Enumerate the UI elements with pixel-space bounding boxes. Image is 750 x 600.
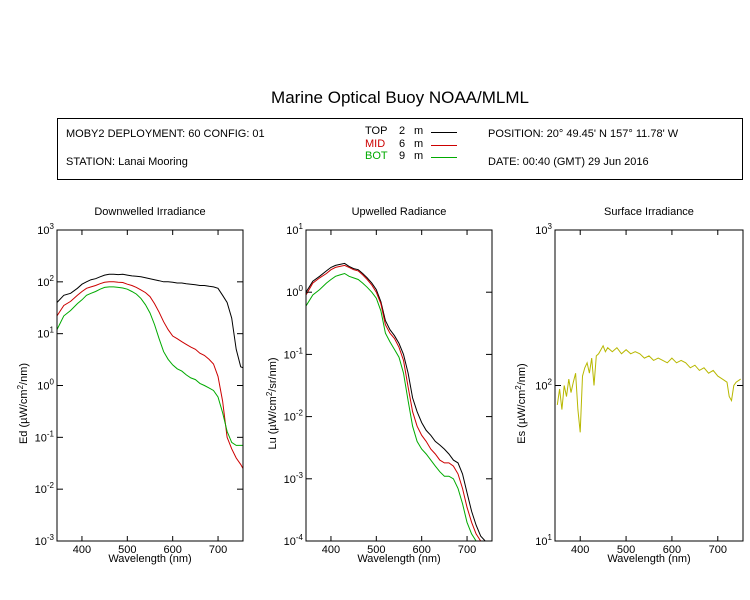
x-tick-label: 500 — [367, 544, 385, 556]
series-line-top — [57, 273, 243, 369]
plot-frame — [305, 229, 493, 542]
y-tick-label: 10-3 — [284, 471, 304, 486]
y-axis-label: Ed (µW/cm2/nm) — [16, 363, 30, 444]
chart-title: Downwelled Irradiance — [94, 206, 205, 218]
series-line-bot — [306, 272, 490, 541]
x-tick-label: 400 — [322, 544, 340, 556]
chart-panel-3: Surface Irradiance 400 500 600 700 Wavelength… — [514, 206, 744, 565]
y-axis-label: Es (µW/cm2/nm) — [514, 363, 528, 443]
series-line-mid — [57, 281, 243, 469]
y-tick-label: 101 — [286, 222, 303, 237]
y-tick-label: 103 — [535, 222, 552, 237]
x-tick-label: 500 — [617, 544, 635, 556]
x-tick-label: 700 — [209, 544, 227, 556]
chart-title: Surface Irradiance — [604, 206, 694, 218]
legend-mid-unit: m — [414, 138, 424, 150]
y-tick-label: 10-1 — [284, 346, 304, 361]
x-tick-label: 600 — [164, 544, 182, 556]
legend-bot-unit: m — [414, 150, 424, 162]
series-line-top — [306, 262, 490, 541]
y-tick-label: 100 — [37, 378, 54, 393]
y-axis-label: Lu (µW/cm2/sr/nm) — [265, 357, 279, 449]
x-tick-label: 600 — [663, 544, 681, 556]
legend-top-label: TOP — [365, 125, 388, 137]
legend-mid-depth: 6 — [399, 138, 406, 150]
legend-top-depth: 2 — [399, 125, 406, 137]
legend-top-unit: m — [414, 125, 424, 137]
series-line-surface — [556, 344, 741, 433]
x-tick-label: 400 — [73, 544, 91, 556]
y-tick-label: 101 — [535, 533, 552, 548]
plot-frame — [554, 229, 744, 542]
info-box: MOBY2 DEPLOYMENT: 60 CONFIG: 01 STATION:… — [57, 118, 743, 180]
y-tick-label: 10-2 — [284, 409, 304, 424]
y-tick-label: 10-1 — [35, 429, 55, 444]
chart-title: Upwelled Radiance — [352, 206, 447, 218]
page-title: Marine Optical Buoy NOAA/MLML — [271, 88, 529, 107]
legend-bot-depth: 9 — [399, 150, 406, 162]
chart-panel-1: Downwelled Irradiance 400 500 600 700 Wavelen… — [16, 206, 244, 565]
x-tick-label: 700 — [709, 544, 727, 556]
x-axis-label: Wavelength (nm) — [108, 553, 191, 565]
y-tick-label: 102 — [535, 378, 552, 393]
series-line-mid — [306, 264, 490, 541]
x-tick-label: 700 — [458, 544, 476, 556]
x-tick-label: 500 — [118, 544, 136, 556]
legend-bot-label: BOT — [365, 150, 388, 162]
series-line-bot — [57, 286, 243, 446]
x-axis-label: Wavelength (nm) — [607, 553, 690, 565]
deployment-text: MOBY2 DEPLOYMENT: 60 CONFIG: 01 — [66, 128, 265, 140]
plot-frame — [56, 229, 244, 542]
y-tick-label: 102 — [37, 274, 54, 289]
y-tick-label: 10-4 — [284, 533, 304, 548]
x-axis-label: Wavelength (nm) — [357, 553, 440, 565]
station-text: STATION: Lanai Mooring — [66, 156, 188, 168]
y-tick-label: 103 — [37, 222, 54, 237]
x-tick-label: 600 — [413, 544, 431, 556]
y-tick-label: 101 — [37, 326, 54, 341]
legend-mid-line — [431, 145, 457, 146]
y-tick-label: 10-3 — [35, 533, 55, 548]
legend-mid-label: MID — [365, 138, 386, 150]
position-text: POSITION: 20° 49.45' N 157° 11.78' W — [488, 128, 679, 140]
legend-top-line — [431, 132, 457, 133]
x-tick-label: 400 — [571, 544, 589, 556]
legend-bot-line — [431, 157, 457, 158]
y-tick-label: 10-2 — [35, 481, 55, 496]
chart-panel-2: Upwelled Radiance 400 500 600 700 Wavelength … — [265, 206, 493, 565]
y-tick-label: 100 — [286, 284, 303, 299]
date-text: DATE: 00:40 (GMT) 29 Jun 2016 — [488, 156, 649, 168]
